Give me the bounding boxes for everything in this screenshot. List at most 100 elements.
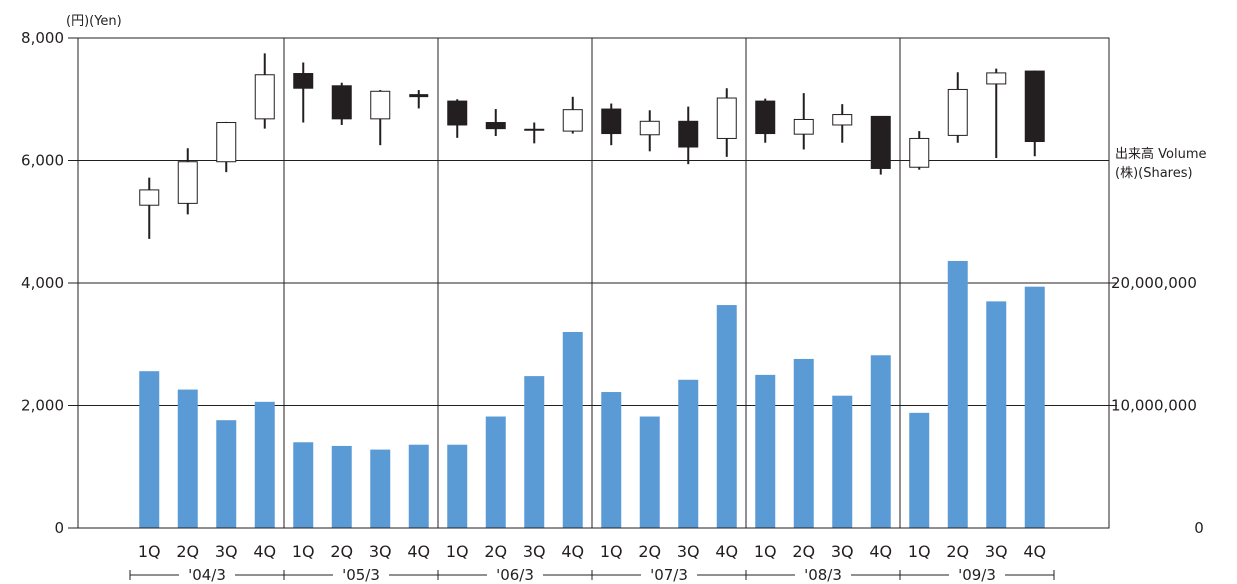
volume-bar bbox=[793, 358, 814, 528]
right-axis-ticks: 0 10,000,000 20,000,000 bbox=[1111, 274, 1204, 537]
candle-body bbox=[678, 120, 699, 148]
candlestick bbox=[870, 115, 891, 175]
candlestick bbox=[678, 106, 699, 165]
volume-bar bbox=[986, 301, 1007, 528]
candle-body bbox=[870, 115, 891, 169]
volume-bar bbox=[947, 260, 968, 528]
quarter-label: 4Q bbox=[869, 542, 892, 561]
candlestick bbox=[524, 122, 545, 144]
candle-body bbox=[832, 114, 853, 126]
volume-bar bbox=[177, 389, 198, 528]
candle-body bbox=[370, 90, 391, 120]
quarter-label: 1Q bbox=[446, 542, 469, 561]
candlestick bbox=[139, 177, 160, 239]
candle-body bbox=[139, 189, 160, 206]
candlestick bbox=[409, 90, 429, 109]
candle-body bbox=[1024, 70, 1045, 143]
candle-body bbox=[331, 85, 352, 120]
left-axis-ticks: 0 2,000 4,000 6,000 8,000 bbox=[21, 29, 64, 537]
candle-body bbox=[755, 100, 776, 135]
left-tick-label: 2,000 bbox=[21, 397, 64, 415]
candlestick bbox=[639, 110, 660, 152]
volume-bar bbox=[524, 376, 545, 528]
candle-body bbox=[639, 120, 660, 136]
candlestick bbox=[947, 72, 968, 143]
candle-body bbox=[716, 97, 737, 139]
volume-bar bbox=[216, 420, 237, 528]
quarter-label: 1Q bbox=[600, 542, 623, 561]
candlestick bbox=[447, 99, 468, 138]
quarter-label: 2Q bbox=[330, 542, 353, 561]
fiscal-year-label: '08/3 bbox=[804, 566, 842, 584]
volume-bar bbox=[601, 392, 622, 528]
volume-bar bbox=[293, 442, 314, 528]
quarter-label: 3Q bbox=[369, 542, 392, 561]
volume-bar bbox=[716, 305, 737, 528]
volume-bars bbox=[139, 260, 1045, 528]
candlestick bbox=[293, 62, 314, 123]
candle-body bbox=[793, 118, 814, 135]
candlestick bbox=[755, 98, 776, 143]
candlestick bbox=[909, 131, 930, 170]
volume-bar bbox=[832, 395, 853, 528]
candlestick bbox=[485, 109, 506, 136]
quarter-label: 4Q bbox=[1023, 542, 1046, 561]
left-tick-label: 0 bbox=[54, 519, 64, 537]
quarter-label: 3Q bbox=[523, 542, 546, 561]
volume-bar bbox=[909, 412, 930, 528]
volume-bar bbox=[639, 416, 660, 528]
quarter-label: 1Q bbox=[292, 542, 315, 561]
left-tick-label: 4,000 bbox=[21, 274, 64, 292]
right-tick-label: 0 bbox=[1194, 519, 1204, 537]
candle-body bbox=[601, 108, 622, 135]
fiscal-year-label: '05/3 bbox=[342, 566, 380, 584]
candle-body bbox=[909, 137, 930, 168]
quarter-label: 2Q bbox=[638, 542, 661, 561]
quarter-label: 1Q bbox=[138, 542, 161, 561]
quarter-label: 3Q bbox=[215, 542, 238, 561]
volume-bar bbox=[1024, 286, 1045, 528]
quarter-label: 2Q bbox=[946, 542, 969, 561]
quarter-label: 3Q bbox=[677, 542, 700, 561]
volume-bar bbox=[447, 444, 468, 528]
volume-bar bbox=[254, 401, 275, 528]
candle-body bbox=[947, 88, 968, 136]
right-axis-label-line2: (株)(Shares) bbox=[1115, 166, 1193, 181]
candlestick bbox=[216, 121, 237, 173]
left-tick-label: 8,000 bbox=[21, 29, 64, 47]
volume-bar bbox=[331, 445, 352, 528]
fiscal-year-label: '07/3 bbox=[650, 566, 688, 584]
candle-body bbox=[485, 122, 506, 130]
volume-bar bbox=[408, 444, 429, 528]
right-axis-label-line1: 出来高 Volume bbox=[1115, 146, 1206, 162]
candle-body bbox=[177, 161, 198, 204]
quarter-label: 4Q bbox=[715, 542, 738, 561]
left-tick-label: 6,000 bbox=[21, 152, 64, 170]
candle-body bbox=[524, 128, 545, 131]
quarter-label: 3Q bbox=[985, 542, 1008, 561]
volume-bar bbox=[139, 371, 160, 528]
candlestick bbox=[716, 88, 737, 157]
fiscal-year-label: '06/3 bbox=[496, 566, 534, 584]
price-candles bbox=[139, 53, 1045, 239]
volume-bar bbox=[485, 416, 506, 528]
candle-body bbox=[254, 74, 275, 120]
candlestick bbox=[331, 82, 352, 125]
right-tick-label: 20,000,000 bbox=[1111, 274, 1197, 292]
quarter-label: 2Q bbox=[176, 542, 199, 561]
candle-body bbox=[562, 109, 583, 132]
quarter-label: 4Q bbox=[407, 542, 430, 561]
candlestick bbox=[601, 103, 622, 146]
candle-body bbox=[447, 100, 468, 126]
left-axis-label: (円)(Yen) bbox=[66, 14, 122, 29]
quarter-label: 1Q bbox=[754, 542, 777, 561]
volume-bar bbox=[370, 449, 391, 528]
fiscal-year-label: '09/3 bbox=[958, 566, 996, 584]
fiscal-year-labels: '04/3 '05/3 '06/3 '07/3 '08/3 '09/3 bbox=[129, 566, 1055, 584]
candlestick bbox=[177, 148, 198, 215]
candle-body bbox=[986, 72, 1007, 85]
quarter-label: 3Q bbox=[831, 542, 854, 561]
volume-bar bbox=[678, 379, 699, 528]
fiscal-year-label: '04/3 bbox=[188, 566, 226, 584]
